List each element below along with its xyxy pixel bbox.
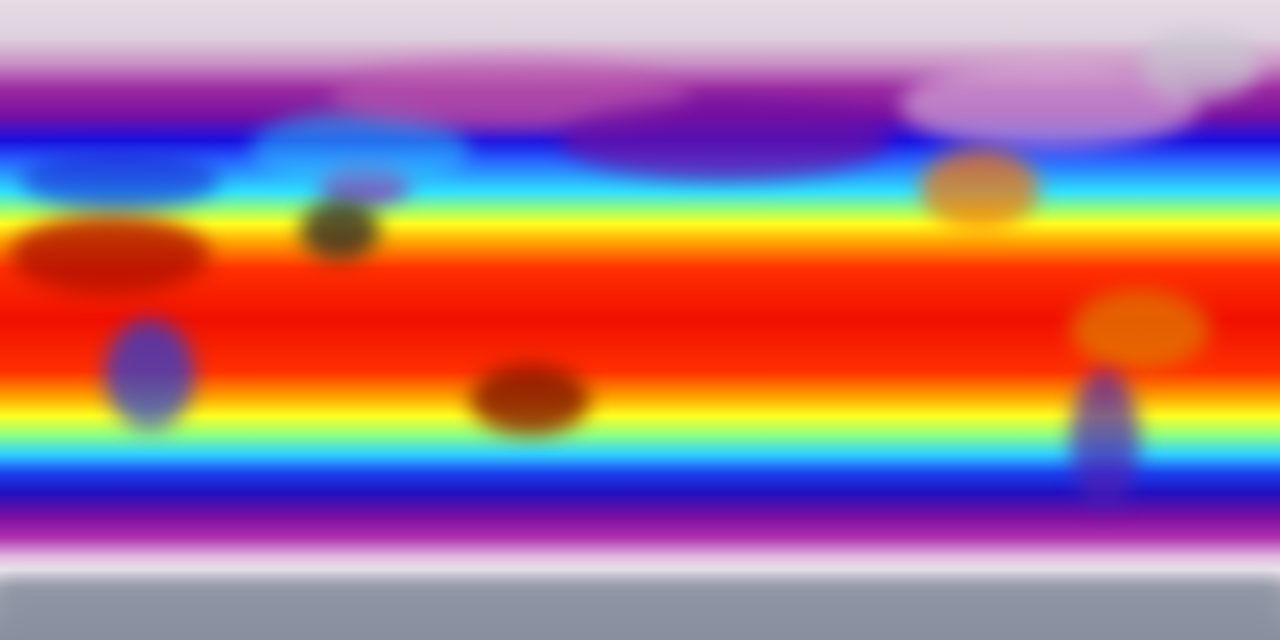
africa-sahara-hot — [10, 215, 210, 295]
australia-hot — [470, 365, 590, 435]
amazon — [1070, 290, 1210, 370]
mexico-us-south — [920, 150, 1040, 230]
africa-south — [105, 320, 195, 430]
north-pacific — [560, 100, 890, 180]
antarctica — [0, 580, 1280, 640]
tibet-plateau — [320, 165, 410, 205]
greenland — [1140, 30, 1260, 100]
europe — [20, 150, 220, 210]
andes-patagonia — [1070, 370, 1140, 510]
india-hot — [300, 200, 380, 260]
